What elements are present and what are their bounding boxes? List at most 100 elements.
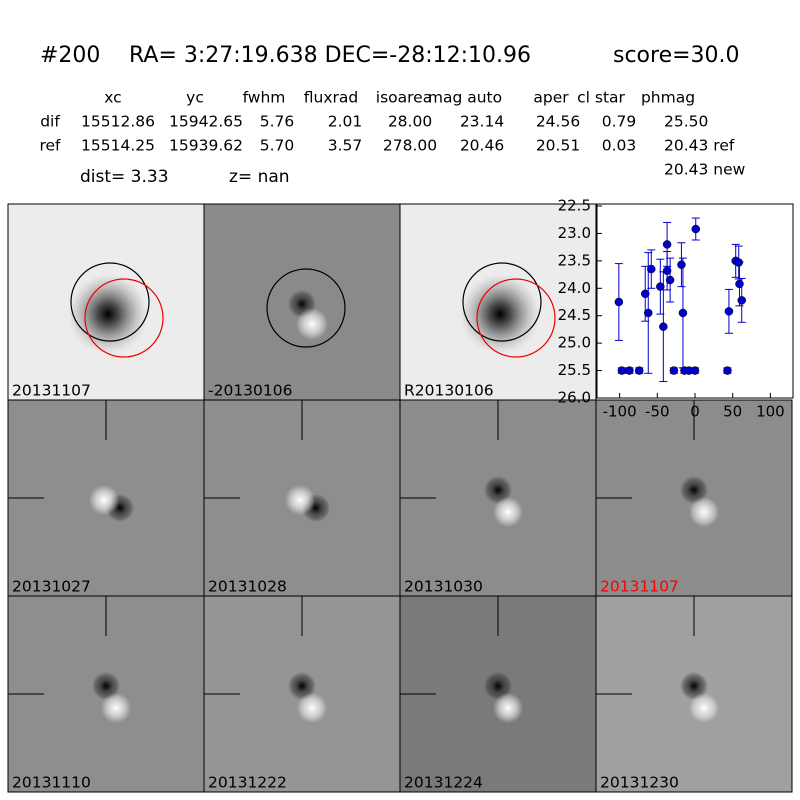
x-tick-label: 0 <box>690 403 700 421</box>
y-tick-label: 23.0 <box>558 224 591 242</box>
dark-blob <box>680 476 708 504</box>
point <box>724 307 734 316</box>
column-header: cl star <box>577 89 625 107</box>
table-cell: 20.43 new <box>664 161 746 179</box>
column-header: isoarea <box>376 89 432 107</box>
dark-blob <box>484 672 512 700</box>
table-cell: 15942.65 <box>169 113 243 131</box>
point <box>737 296 746 305</box>
stamp-label: R20130106 <box>404 382 494 400</box>
stamp-label: 20131222 <box>208 774 287 792</box>
light-blob <box>689 693 719 723</box>
dark-blob <box>484 476 512 504</box>
table-cell: 28.00 <box>388 113 432 131</box>
table-cell: 20.46 <box>460 137 504 155</box>
row-label: dif <box>40 113 60 131</box>
y-tick-label: 26.0 <box>558 389 591 407</box>
row-label: ref <box>39 137 61 155</box>
point <box>617 366 627 375</box>
column-header: fluxrad <box>304 89 358 107</box>
point <box>614 297 624 307</box>
light-blob <box>689 497 719 527</box>
y-tick-label: 23.5 <box>558 251 591 269</box>
point <box>665 275 675 285</box>
point <box>678 308 688 318</box>
table-cell: 278.00 <box>383 137 437 155</box>
x-tick-label: -50 <box>645 403 670 421</box>
table-cell: 15512.86 <box>81 113 155 131</box>
aperture <box>70 262 150 342</box>
y-tick-label: 25.5 <box>558 361 591 379</box>
point <box>723 366 732 375</box>
stamp-label: 20131027 <box>12 578 91 596</box>
x-tick-label: 50 <box>723 403 742 421</box>
stamp: 20131027 <box>7 399 205 597</box>
column-header: yc <box>186 89 204 107</box>
stamp-label: 20131107 <box>600 578 679 596</box>
table-cell: 15939.62 <box>169 137 243 155</box>
y-tick-label: 25.0 <box>558 334 591 352</box>
point <box>690 366 700 375</box>
table-cell: 5.70 <box>260 137 295 155</box>
table-cell: 5.76 <box>260 113 295 131</box>
stamp: 20131110 <box>7 595 205 793</box>
y-tick-label: 24.0 <box>558 279 591 297</box>
stamp: 20131230 <box>595 595 793 793</box>
table-cell: 20.51 <box>536 137 580 155</box>
candidate-id: #200 <box>40 43 100 68</box>
galaxy <box>460 274 540 354</box>
table-cell: 3.57 <box>328 137 363 155</box>
point <box>691 224 701 234</box>
table-cell: 15514.25 <box>81 137 155 155</box>
y-tick-label: 24.5 <box>558 306 591 324</box>
aperture-ref <box>84 278 164 358</box>
light-blob <box>493 693 523 723</box>
stamp: 20131107 <box>595 399 793 597</box>
column-header: fwhm <box>243 89 286 107</box>
stamp-label: 20131230 <box>600 774 679 792</box>
column-header: mag auto <box>428 89 502 107</box>
stamp-label: 20131030 <box>404 578 483 596</box>
point <box>644 308 653 318</box>
stamp: 20131224 <box>399 595 597 793</box>
aperture <box>266 268 346 348</box>
point <box>734 258 743 267</box>
stamp-label: -20130106 <box>208 382 293 400</box>
dark-blob <box>92 672 120 700</box>
stamp-label: 20131224 <box>404 774 483 792</box>
dark-blob <box>288 672 316 700</box>
score: score=30.0 <box>613 43 740 68</box>
light-blob <box>296 308 328 340</box>
galaxy <box>68 274 148 354</box>
table-cell: 25.50 <box>664 113 708 131</box>
light-blob <box>101 693 131 723</box>
coordinates: RA= 3:27:19.638 DEC=-28:12:10.96 <box>129 43 531 68</box>
table-cell: 20.43 ref <box>664 137 735 155</box>
table-cell: 0.79 <box>602 113 637 131</box>
stamp-label: 20131110 <box>12 774 91 792</box>
stamp: 20131222 <box>203 595 401 793</box>
point <box>625 366 634 375</box>
point <box>677 260 686 269</box>
stamp: -20130106 <box>203 203 401 401</box>
table-cell: 23.14 <box>460 113 504 131</box>
stamp: R20130106 <box>399 203 597 401</box>
point <box>656 282 665 291</box>
distance: dist= 3.33 <box>80 167 169 187</box>
point <box>662 240 672 249</box>
light-blob <box>493 497 523 527</box>
stamp: 20131107 <box>7 203 205 401</box>
dark-blob <box>680 672 708 700</box>
aperture-ref <box>476 278 556 358</box>
table-cell: 2.01 <box>328 113 363 131</box>
stamp-label: 20131028 <box>208 578 287 596</box>
column-header: phmag <box>641 89 695 107</box>
y-tick-label: 22.5 <box>558 197 591 215</box>
redshift: z= nan <box>229 167 290 187</box>
table-cell: 24.56 <box>536 113 580 131</box>
light-blob <box>285 485 315 515</box>
stamp: 20131030 <box>399 399 597 597</box>
x-tick-label: 100 <box>756 403 785 421</box>
point <box>634 366 644 375</box>
point <box>659 322 668 331</box>
